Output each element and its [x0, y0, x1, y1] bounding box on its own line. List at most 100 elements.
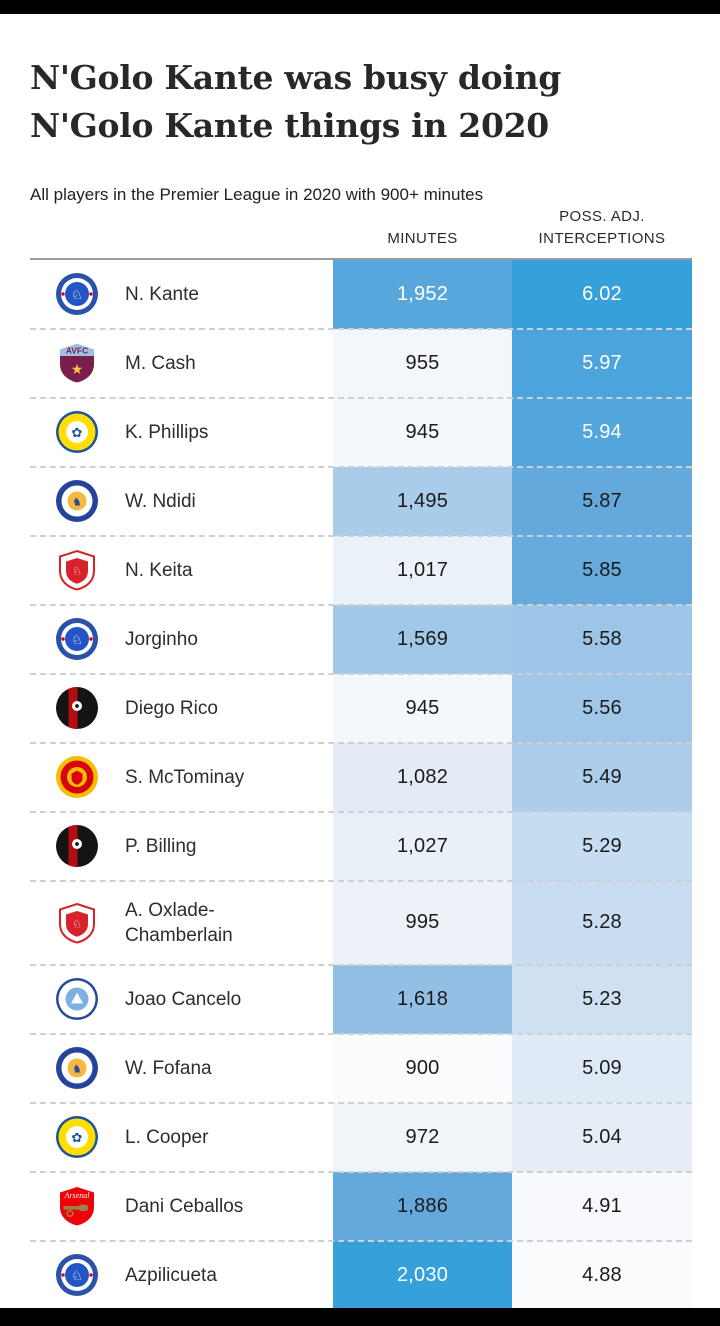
- interceptions-value-cell: 5.49: [512, 742, 692, 812]
- interceptions-value-cell: 5.23: [512, 964, 692, 1034]
- club-badge-cell: ♞: [30, 1034, 125, 1103]
- leeds-badge-icon: ✿: [55, 410, 99, 454]
- player-name: L. Cooper: [125, 1126, 209, 1148]
- table-row: ♞ W. Ndidi 1,495 5.87: [30, 465, 692, 536]
- interceptions-value-cell: 5.87: [512, 466, 692, 536]
- club-badge-cell: ♘: [30, 536, 125, 605]
- bottom-bar: [0, 1308, 720, 1326]
- interceptions-value-cell: 5.28: [512, 880, 692, 965]
- chelsea-badge-icon: ♘: [55, 617, 99, 661]
- minutes-value-cell: 1,082: [333, 742, 512, 812]
- svg-text:✿: ✿: [72, 426, 83, 441]
- bournemouth-badge-icon: [55, 824, 99, 868]
- table-row: ♘ N. Kante 1,952 6.02: [30, 259, 692, 329]
- minutes-value-cell: 1,027: [333, 811, 512, 881]
- column-header-minutes: MINUTES: [387, 230, 458, 248]
- player-name: Azpilicueta: [125, 1264, 217, 1286]
- players-table: ♘ N. Kante 1,952 6.02 AVFC ★ M. Cash 955 …: [30, 257, 692, 1310]
- svg-text:♞: ♞: [72, 1063, 82, 1076]
- minutes-value-cell: 1,886: [333, 1171, 512, 1241]
- player-name: W. Fofana: [125, 1057, 212, 1079]
- svg-text:♘: ♘: [72, 917, 82, 930]
- interceptions-value-cell: 6.02: [512, 259, 692, 329]
- svg-text:♘: ♘: [71, 633, 83, 648]
- svg-text:♞: ♞: [72, 496, 82, 509]
- minutes-value-cell: 1,017: [333, 535, 512, 605]
- table-row: S. McTominay 1,082 5.49: [30, 741, 692, 812]
- minutes-value-cell: 1,495: [333, 466, 512, 536]
- leicester-badge-icon: ♞: [55, 1046, 99, 1090]
- man-united-badge-icon: [55, 755, 99, 799]
- interceptions-value-cell: 5.04: [512, 1102, 692, 1172]
- interceptions-value-cell: 5.97: [512, 328, 692, 398]
- leicester-badge-icon: ♞: [55, 479, 99, 523]
- player-name: Diego Rico: [125, 697, 218, 719]
- table-row: ♘ Jorginho 1,569 5.58: [30, 603, 692, 674]
- player-name: Joao Cancelo: [125, 988, 242, 1010]
- bournemouth-badge-icon: [55, 686, 99, 730]
- column-header-interceptions: POSS. ADJ. INTERCEPTIONS: [538, 207, 666, 248]
- svg-text:♘: ♘: [71, 288, 83, 303]
- table-row: ✿ K. Phillips 945 5.94: [30, 396, 692, 467]
- club-badge-cell: ✿: [30, 1103, 125, 1172]
- minutes-value-cell: 1,618: [333, 964, 512, 1034]
- table-row: AVFC ★ M. Cash 955 5.97: [30, 327, 692, 398]
- club-badge-cell: AVFC ★: [30, 329, 125, 398]
- interceptions-value-cell: 4.91: [512, 1171, 692, 1241]
- aston-villa-badge-icon: AVFC ★: [55, 341, 99, 385]
- player-name: W. Ndidi: [125, 490, 196, 512]
- svg-text:✿: ✿: [72, 1131, 83, 1146]
- top-bar: [0, 0, 720, 14]
- minutes-value-cell: 995: [333, 880, 512, 965]
- liverpool-badge-icon: ♘: [55, 548, 99, 592]
- player-name: M. Cash: [125, 352, 196, 374]
- svg-text:♘: ♘: [71, 1269, 83, 1284]
- table-row: ♞ W. Fofana 900 5.09: [30, 1032, 692, 1103]
- man-city-badge-icon: [55, 977, 99, 1021]
- club-badge-cell: [30, 743, 125, 812]
- column-headers: MINUTES POSS. ADJ. INTERCEPTIONS: [30, 206, 692, 258]
- interceptions-value-cell: 5.94: [512, 397, 692, 467]
- page-title: N'Golo Kante was busy doing N'Golo Kante…: [30, 58, 562, 145]
- player-name: K. Phillips: [125, 421, 209, 443]
- interceptions-value-cell: 5.85: [512, 535, 692, 605]
- club-badge-cell: [30, 812, 125, 881]
- minutes-value-cell: 945: [333, 397, 512, 467]
- player-name: S. McTominay: [125, 766, 245, 788]
- table-row: P. Billing 1,027 5.29: [30, 810, 692, 881]
- svg-text:★: ★: [71, 362, 84, 378]
- interceptions-value-cell: 5.56: [512, 673, 692, 743]
- table-row: Diego Rico 945 5.56: [30, 672, 692, 743]
- interceptions-value-cell: 5.09: [512, 1033, 692, 1103]
- table-row: ✿ L. Cooper 972 5.04: [30, 1101, 692, 1172]
- player-name: Jorginho: [125, 628, 198, 650]
- svg-text:AVFC: AVFC: [66, 346, 89, 356]
- svg-text:Arsenal: Arsenal: [64, 1191, 91, 1200]
- minutes-value-cell: 2,030: [333, 1240, 512, 1310]
- chelsea-badge-icon: ♘: [55, 1253, 99, 1297]
- club-badge-cell: [30, 674, 125, 743]
- table-row: Joao Cancelo 1,618 5.23: [30, 963, 692, 1034]
- player-name: Dani Ceballos: [125, 1195, 244, 1217]
- liverpool-badge-icon: ♘: [55, 901, 99, 945]
- arsenal-badge-icon: Arsenal: [55, 1184, 99, 1228]
- player-name: N. Keita: [125, 559, 193, 581]
- club-badge-cell: ♘: [30, 1241, 125, 1310]
- table-row: ♘ N. Keita 1,017 5.85: [30, 534, 692, 605]
- leeds-badge-icon: ✿: [55, 1115, 99, 1159]
- chelsea-badge-icon: ♘: [55, 272, 99, 316]
- player-name: P. Billing: [125, 835, 197, 857]
- svg-text:♘: ♘: [72, 565, 82, 578]
- minutes-value-cell: 972: [333, 1102, 512, 1172]
- subtitle: All players in the Premier League in 202…: [30, 184, 484, 204]
- interceptions-value-cell: 4.88: [512, 1240, 692, 1310]
- club-badge-cell: [30, 965, 125, 1034]
- table-row: ♘ A. Oxlade-Chamberlain 995 5.28: [30, 879, 692, 965]
- minutes-value-cell: 945: [333, 673, 512, 743]
- minutes-value-cell: 900: [333, 1033, 512, 1103]
- minutes-value-cell: 955: [333, 328, 512, 398]
- table-row: Arsenal Dani Ceballos 1,886 4.91: [30, 1170, 692, 1241]
- club-badge-cell: Arsenal: [30, 1172, 125, 1241]
- interceptions-value-cell: 5.58: [512, 604, 692, 674]
- club-badge-cell: ♞: [30, 467, 125, 536]
